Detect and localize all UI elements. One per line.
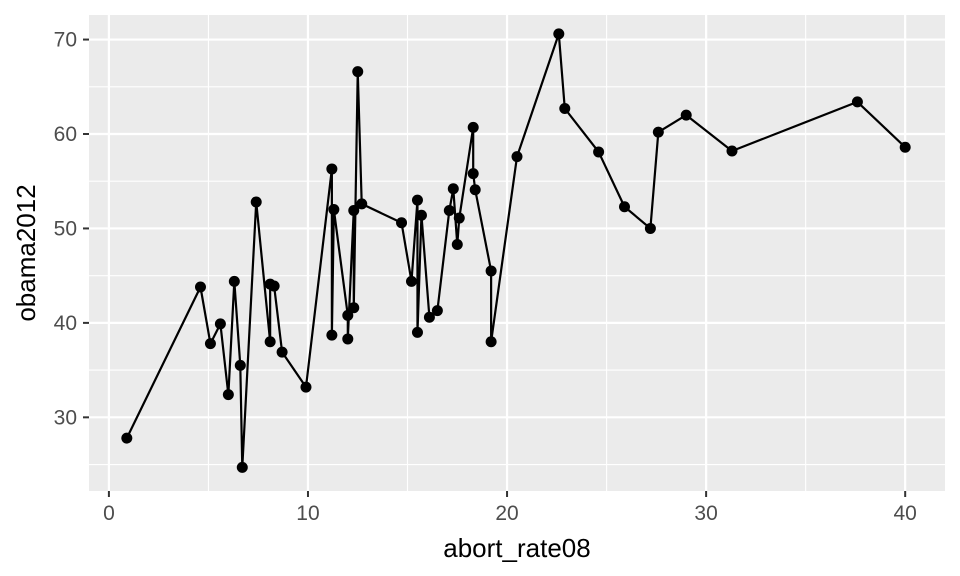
data-point xyxy=(467,121,479,133)
data-point xyxy=(228,275,240,287)
data-point xyxy=(264,336,276,348)
data-point xyxy=(276,346,288,358)
data-point xyxy=(348,302,360,314)
x-axis-title: abort_rate08 xyxy=(443,533,590,563)
plot-panel xyxy=(89,15,945,491)
x-tick-label: 10 xyxy=(296,502,319,525)
data-point xyxy=(851,96,863,108)
x-tick-label: 0 xyxy=(103,502,115,525)
data-point xyxy=(618,201,630,213)
data-point xyxy=(451,239,463,250)
data-point xyxy=(352,66,364,78)
data-point xyxy=(300,381,312,393)
data-point xyxy=(431,305,443,317)
data-point xyxy=(326,329,338,341)
data-point xyxy=(899,141,911,153)
data-point xyxy=(268,280,280,292)
data-point xyxy=(680,109,692,121)
y-axis-title: obama2012 xyxy=(11,184,41,321)
data-point xyxy=(405,275,417,287)
x-tick-label: 30 xyxy=(694,502,717,525)
data-point xyxy=(204,338,216,350)
data-point xyxy=(214,318,226,330)
data-point xyxy=(726,145,738,157)
data-point xyxy=(485,265,497,277)
data-point xyxy=(485,336,497,348)
y-tick-label: 60 xyxy=(54,123,77,146)
y-tick-label: 70 xyxy=(54,29,77,52)
data-point xyxy=(222,389,234,401)
data-point xyxy=(342,333,354,345)
data-point xyxy=(342,309,354,321)
data-point xyxy=(415,209,427,221)
data-series xyxy=(125,32,906,469)
data-point xyxy=(326,163,338,175)
axis-ticks: 0 10 20 30 40 30 40 50 60 70 xyxy=(54,29,917,525)
x-tick-label: 40 xyxy=(894,502,917,525)
data-point xyxy=(348,205,360,216)
data-point xyxy=(559,103,571,114)
data-point xyxy=(194,281,206,293)
y-tick-label: 50 xyxy=(54,217,77,240)
data-point xyxy=(644,222,656,234)
data-point xyxy=(511,151,523,163)
series-line xyxy=(125,32,906,469)
data-point xyxy=(121,432,133,444)
data-point xyxy=(652,126,664,138)
x-tick-label: 20 xyxy=(495,502,518,525)
data-point xyxy=(328,204,340,216)
data-point xyxy=(411,194,423,206)
data-point xyxy=(396,217,408,229)
data-point xyxy=(423,311,435,323)
y-tick-label: 40 xyxy=(54,312,77,335)
data-point xyxy=(447,183,459,195)
y-tick-label: 30 xyxy=(54,406,77,429)
data-point xyxy=(236,461,248,473)
data-point xyxy=(467,168,479,180)
data-point xyxy=(356,198,368,210)
data-point xyxy=(553,28,565,40)
data-point xyxy=(469,184,481,196)
data-point xyxy=(443,205,455,216)
data-point xyxy=(250,196,262,208)
data-point xyxy=(411,326,423,338)
data-point xyxy=(593,146,605,158)
data-points xyxy=(121,28,911,473)
data-point xyxy=(234,359,246,371)
data-point xyxy=(453,212,465,224)
